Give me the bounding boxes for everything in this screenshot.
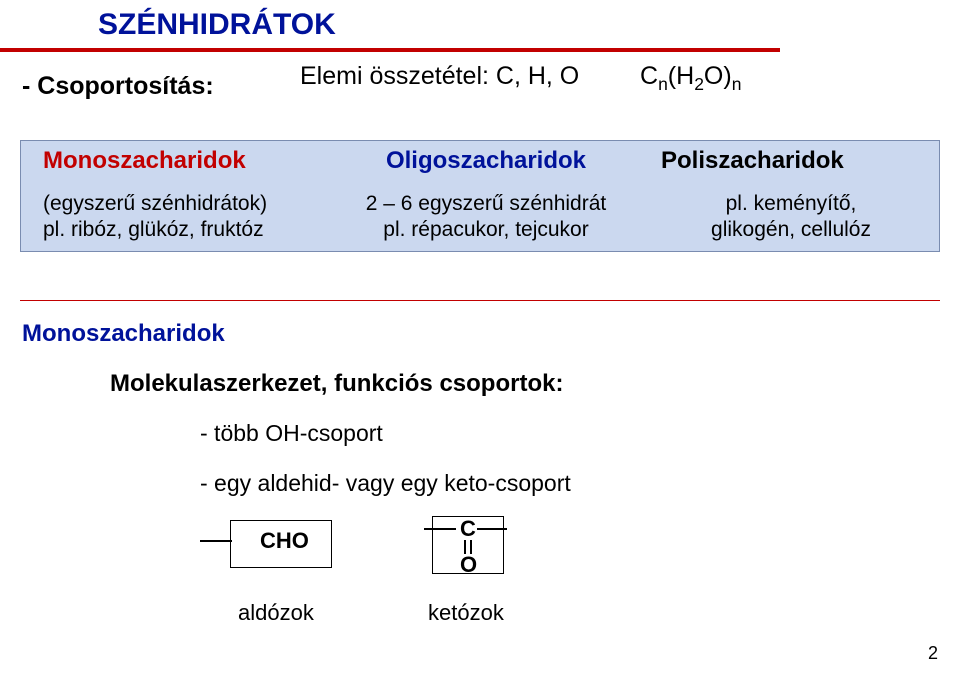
formula-h: (H [668, 62, 694, 90]
formula-n1: n [658, 74, 668, 94]
monoszacharidok-heading: Monoszacharidok [22, 320, 225, 348]
formula-c: C [640, 62, 658, 90]
molekulaszerkezet-heading: Molekulaszerkezet, funkciós csoportok: [110, 370, 563, 398]
page-number: 2 [928, 643, 938, 664]
classification-band: Monoszacharidok (egyszerű szénhidrátok) … [20, 140, 940, 252]
mono-header: Monoszacharidok [43, 147, 323, 175]
poli-header: Poliszacharidok [661, 147, 921, 175]
c-right-bond [477, 528, 507, 530]
oligo-line2: pl. répacukor, tejcukor [341, 217, 631, 243]
cho-label: CHO [260, 528, 309, 554]
poli-line2: glikogén, cellulóz [661, 217, 921, 243]
column-mono: Monoszacharidok (egyszerű szénhidrátok) … [43, 147, 323, 244]
bullet-aldehid-keto: - egy aldehid- vagy egy keto-csoport [200, 470, 571, 497]
section-divider [20, 300, 940, 301]
o-label: O [460, 552, 477, 578]
bullet-oh: - több OH-csoport [200, 420, 383, 447]
title-underline [0, 48, 780, 52]
cho-bond-line [200, 540, 232, 542]
c-label: C [460, 516, 476, 542]
column-oligo: Oligoszacharidok 2 – 6 egyszerű szénhidr… [341, 147, 631, 244]
formula-2: 2 [694, 74, 704, 94]
aldozok-label: aldózok [238, 600, 314, 626]
page-title: SZÉNHIDRÁTOK [98, 8, 336, 42]
column-poli: Poliszacharidok pl. keményítő, glikogén,… [661, 147, 921, 244]
csoportositas-label: - Csoportosítás: [22, 72, 214, 101]
c-left-bond [424, 528, 456, 530]
elemi-osszetetel: Elemi összetétel: C, H, O [300, 62, 579, 91]
formula: Cn(H2O)n [640, 62, 741, 95]
mono-line2: pl. ribóz, glükóz, fruktóz [43, 217, 323, 243]
formula-n2: n [732, 74, 742, 94]
oligo-line1: 2 – 6 egyszerű szénhidrát [341, 191, 631, 217]
mono-line1: (egyszerű szénhidrátok) [43, 191, 323, 217]
ketozok-label: ketózok [428, 600, 504, 626]
poli-line1: pl. keményítő, [661, 191, 921, 217]
formula-o: O) [704, 62, 732, 90]
oligo-header: Oligoszacharidok [341, 147, 631, 175]
